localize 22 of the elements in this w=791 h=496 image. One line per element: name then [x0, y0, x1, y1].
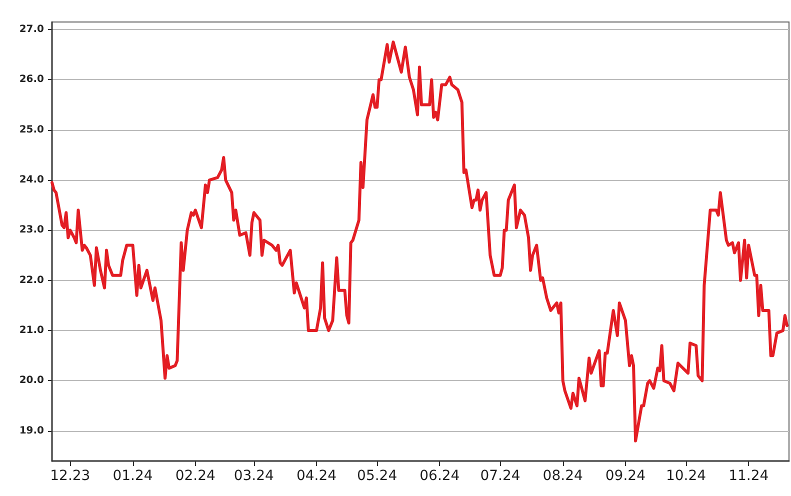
x-tick-label: 03.24: [234, 468, 274, 484]
x-tick-label: 12.23: [50, 468, 90, 484]
x-tick-label: 11.24: [728, 468, 769, 484]
y-tick-label: 26.0: [19, 74, 44, 86]
x-tick-label: 06.24: [420, 468, 460, 484]
x-tick-label: 09.24: [605, 468, 646, 484]
x-tick-label: 01.24: [112, 468, 153, 484]
x-tick-label: 10.24: [666, 468, 706, 484]
x-tick-label: 02.24: [175, 468, 216, 484]
x-tick-label: 08.24: [542, 468, 583, 484]
x-tick-label: 07.24: [480, 468, 520, 484]
y-tick-label: 21.0: [19, 325, 44, 336]
y-tick-label: 25.0: [19, 124, 44, 136]
y-tick-label: 24.0: [19, 174, 44, 186]
y-tick-label: 20.0: [19, 375, 44, 386]
y-tick-label: 22.0: [19, 274, 44, 286]
y-tick-label: 19.0: [19, 425, 44, 436]
line-series: [50, 40, 788, 442]
x-tick-label: 04.24: [296, 468, 337, 484]
y-tick-label: 27.0: [19, 24, 44, 36]
y-tick-label: 23.0: [19, 224, 44, 236]
x-tick-label: 05.24: [357, 468, 398, 484]
